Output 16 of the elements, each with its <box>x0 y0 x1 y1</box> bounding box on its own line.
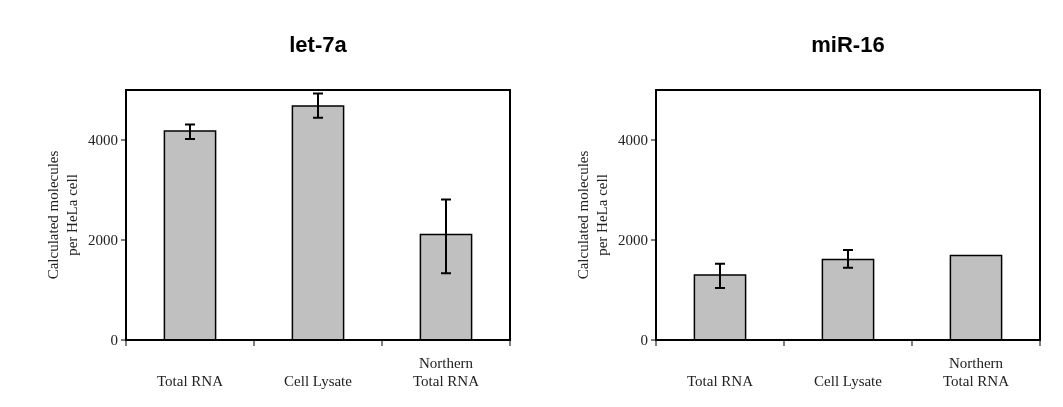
chart-title: let-7a <box>289 32 348 57</box>
x-tick-label: Cell Lysate <box>284 373 353 389</box>
y-tick-label: 4000 <box>88 132 118 149</box>
x-tick-label: Cell Lysate <box>814 373 883 389</box>
y-axis-title: Calculated molecules per HeLa cell <box>575 150 610 280</box>
x-tick-label: Northern Total RNA <box>412 355 480 389</box>
y-tick-label: 0 <box>110 332 118 349</box>
y-tick-label: 0 <box>640 332 648 349</box>
x-tick-label: Total RNA <box>156 373 224 389</box>
chart-title: miR-16 <box>811 32 885 57</box>
y-axis-title: Calculated molecules per HeLa cell <box>45 150 80 280</box>
x-tick-label: Total RNA <box>686 373 754 389</box>
y-tick-label: 2000 <box>88 232 118 249</box>
x-tick-label: Northern Total RNA <box>942 355 1010 389</box>
y-tick-label: 2000 <box>618 232 648 249</box>
y-tick-label: 4000 <box>618 132 648 149</box>
